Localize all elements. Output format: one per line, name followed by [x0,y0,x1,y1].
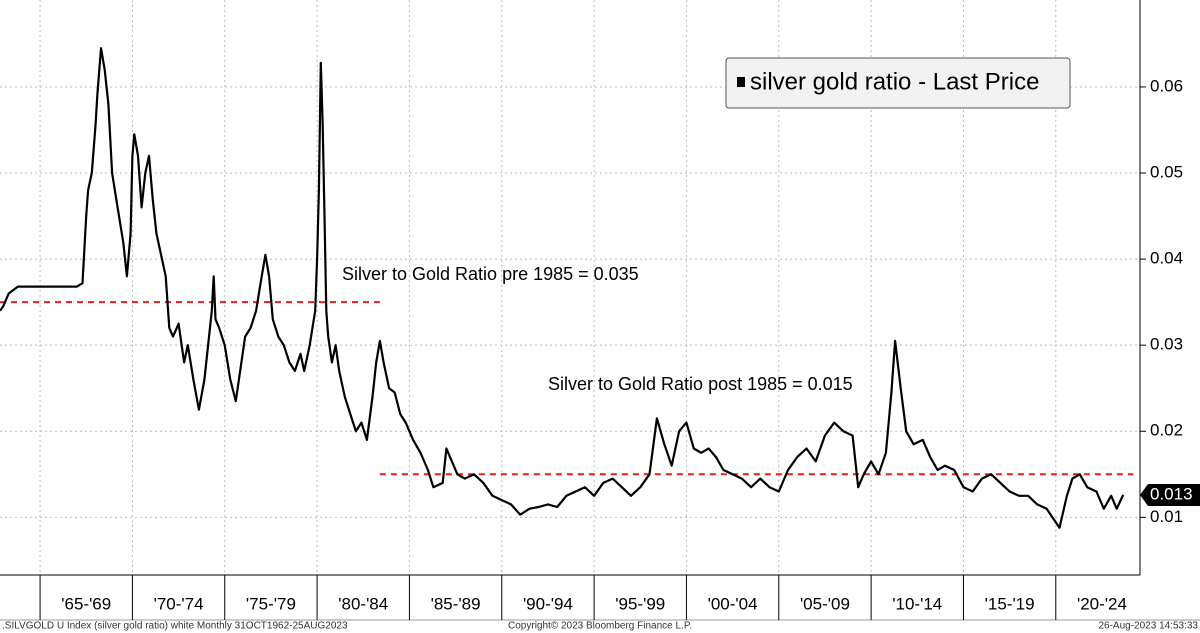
x-tick-label: '10-'14 [892,594,942,613]
last-price-box [1140,483,1200,506]
last-price-label: 0.013 [1150,484,1193,503]
x-tick-label: '05-'09 [800,594,850,613]
y-tick-label: 0.06 [1150,76,1183,95]
legend-label: silver gold ratio - Last Price [750,68,1039,95]
annotation: Silver to Gold Ratio post 1985 = 0.015 [548,374,853,394]
legend-swatch [737,77,745,87]
series-line [0,47,1125,529]
y-tick-label: 0.02 [1150,421,1183,440]
y-tick-label: 0.04 [1150,249,1183,268]
x-tick-label: '00-'04 [708,594,758,613]
y-tick-label: 0.03 [1150,335,1183,354]
x-tick-label: '20-'24 [1077,594,1127,613]
x-tick-label: '90-'94 [523,594,573,613]
x-tick-label: '95-'99 [615,594,665,613]
legend: silver gold ratio - Last Price [725,57,1071,109]
x-tick-label: '85-'89 [431,594,481,613]
footer-center: Copyright© 2023 Bloomberg Finance L.P. [508,621,692,632]
legend-box [725,57,1071,109]
x-tick-label: '15-'19 [985,594,1035,613]
y-tick-label: 0.01 [1150,507,1183,526]
x-tick-label: '80-'84 [338,594,388,613]
x-tick-label: '75-'79 [246,594,296,613]
footer-left: .SILVGOLD U Index (silver gold ratio) wh… [2,621,348,632]
y-tick-label: 0.05 [1150,163,1183,182]
x-tick-label: '65-'69 [61,594,111,613]
annotation: Silver to Gold Ratio pre 1985 = 0.035 [342,264,639,284]
footer-right: 26-Aug-2023 14:53:33 [1098,621,1198,632]
x-tick-label: '70-'74 [154,594,204,613]
